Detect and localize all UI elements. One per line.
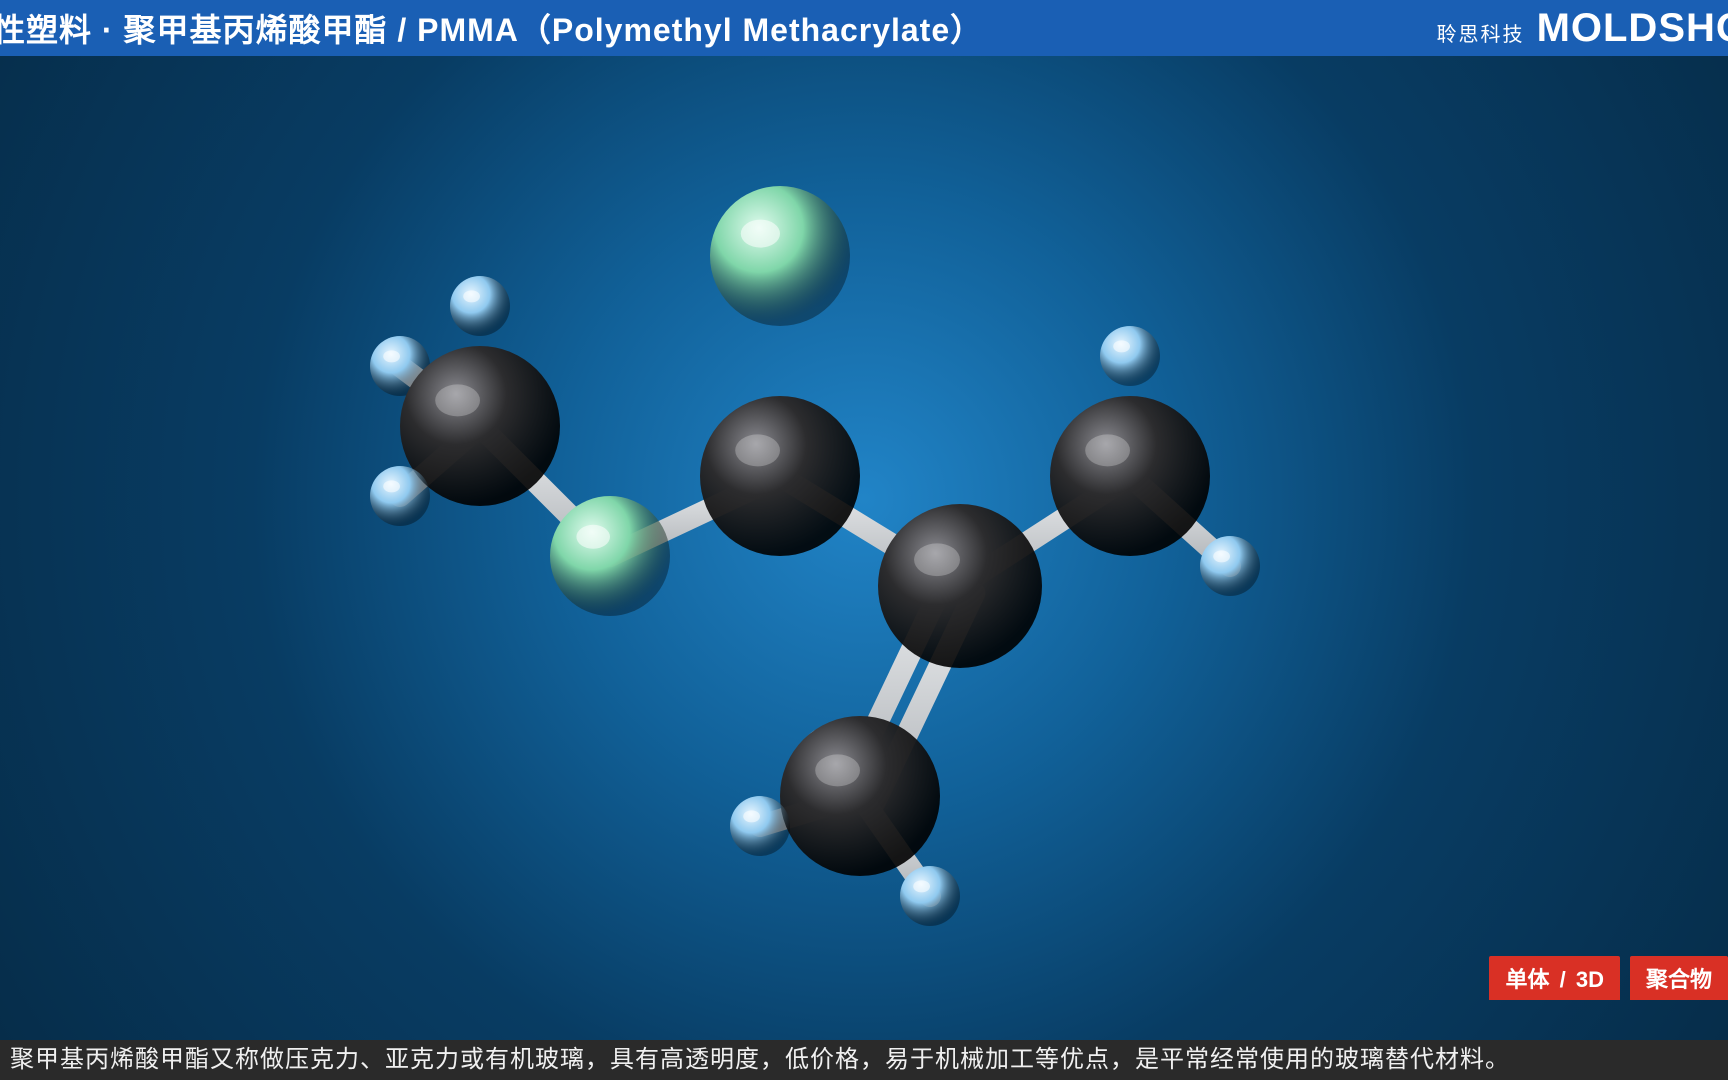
atom-h xyxy=(1100,326,1160,386)
monomer-3d-button[interactable]: 单体 / 3D xyxy=(1489,956,1620,1000)
atom-h xyxy=(900,866,960,926)
separator: / xyxy=(1560,967,1566,992)
atom-c xyxy=(780,716,940,876)
atom-o xyxy=(550,496,670,616)
atom-h xyxy=(730,796,790,856)
molecule-canvas[interactable]: 单体 / 3D 聚合物 xyxy=(0,56,1728,1040)
brand-logo-text: MOLDSHO xyxy=(1537,6,1728,51)
page-title: 塑性塑料 · 聚甲基丙烯酸甲酯 / PMMA（Polymethyl Methac… xyxy=(0,5,983,51)
molecule-svg xyxy=(0,56,1728,1040)
polymer-button[interactable]: 聚合物 xyxy=(1630,956,1728,1000)
brand-subtitle: 聆思科技 xyxy=(1437,18,1525,47)
view-mode-label: 3D xyxy=(1576,967,1604,992)
polymer-label: 聚合物 xyxy=(1646,967,1712,992)
view-toggle-group: 单体 / 3D 聚合物 xyxy=(1489,956,1728,1000)
atoms-group xyxy=(370,186,1260,926)
brand: 聆思科技 MOLDSHO xyxy=(1437,6,1728,51)
atom-h xyxy=(450,276,510,336)
atom-h xyxy=(370,466,430,526)
header-bar: 塑性塑料 · 聚甲基丙烯酸甲酯 / PMMA（Polymethyl Methac… xyxy=(0,0,1728,56)
atom-c xyxy=(878,504,1042,668)
atom-o xyxy=(710,186,850,326)
atom-c xyxy=(700,396,860,556)
description-bar: 聚甲基丙烯酸甲酯又称做压克力、亚克力或有机玻璃，具有高透明度，低价格，易于机械加… xyxy=(0,1040,1728,1080)
monomer-label: 单体 xyxy=(1505,967,1549,992)
atom-h xyxy=(1200,536,1260,596)
atom-c xyxy=(1050,396,1210,556)
